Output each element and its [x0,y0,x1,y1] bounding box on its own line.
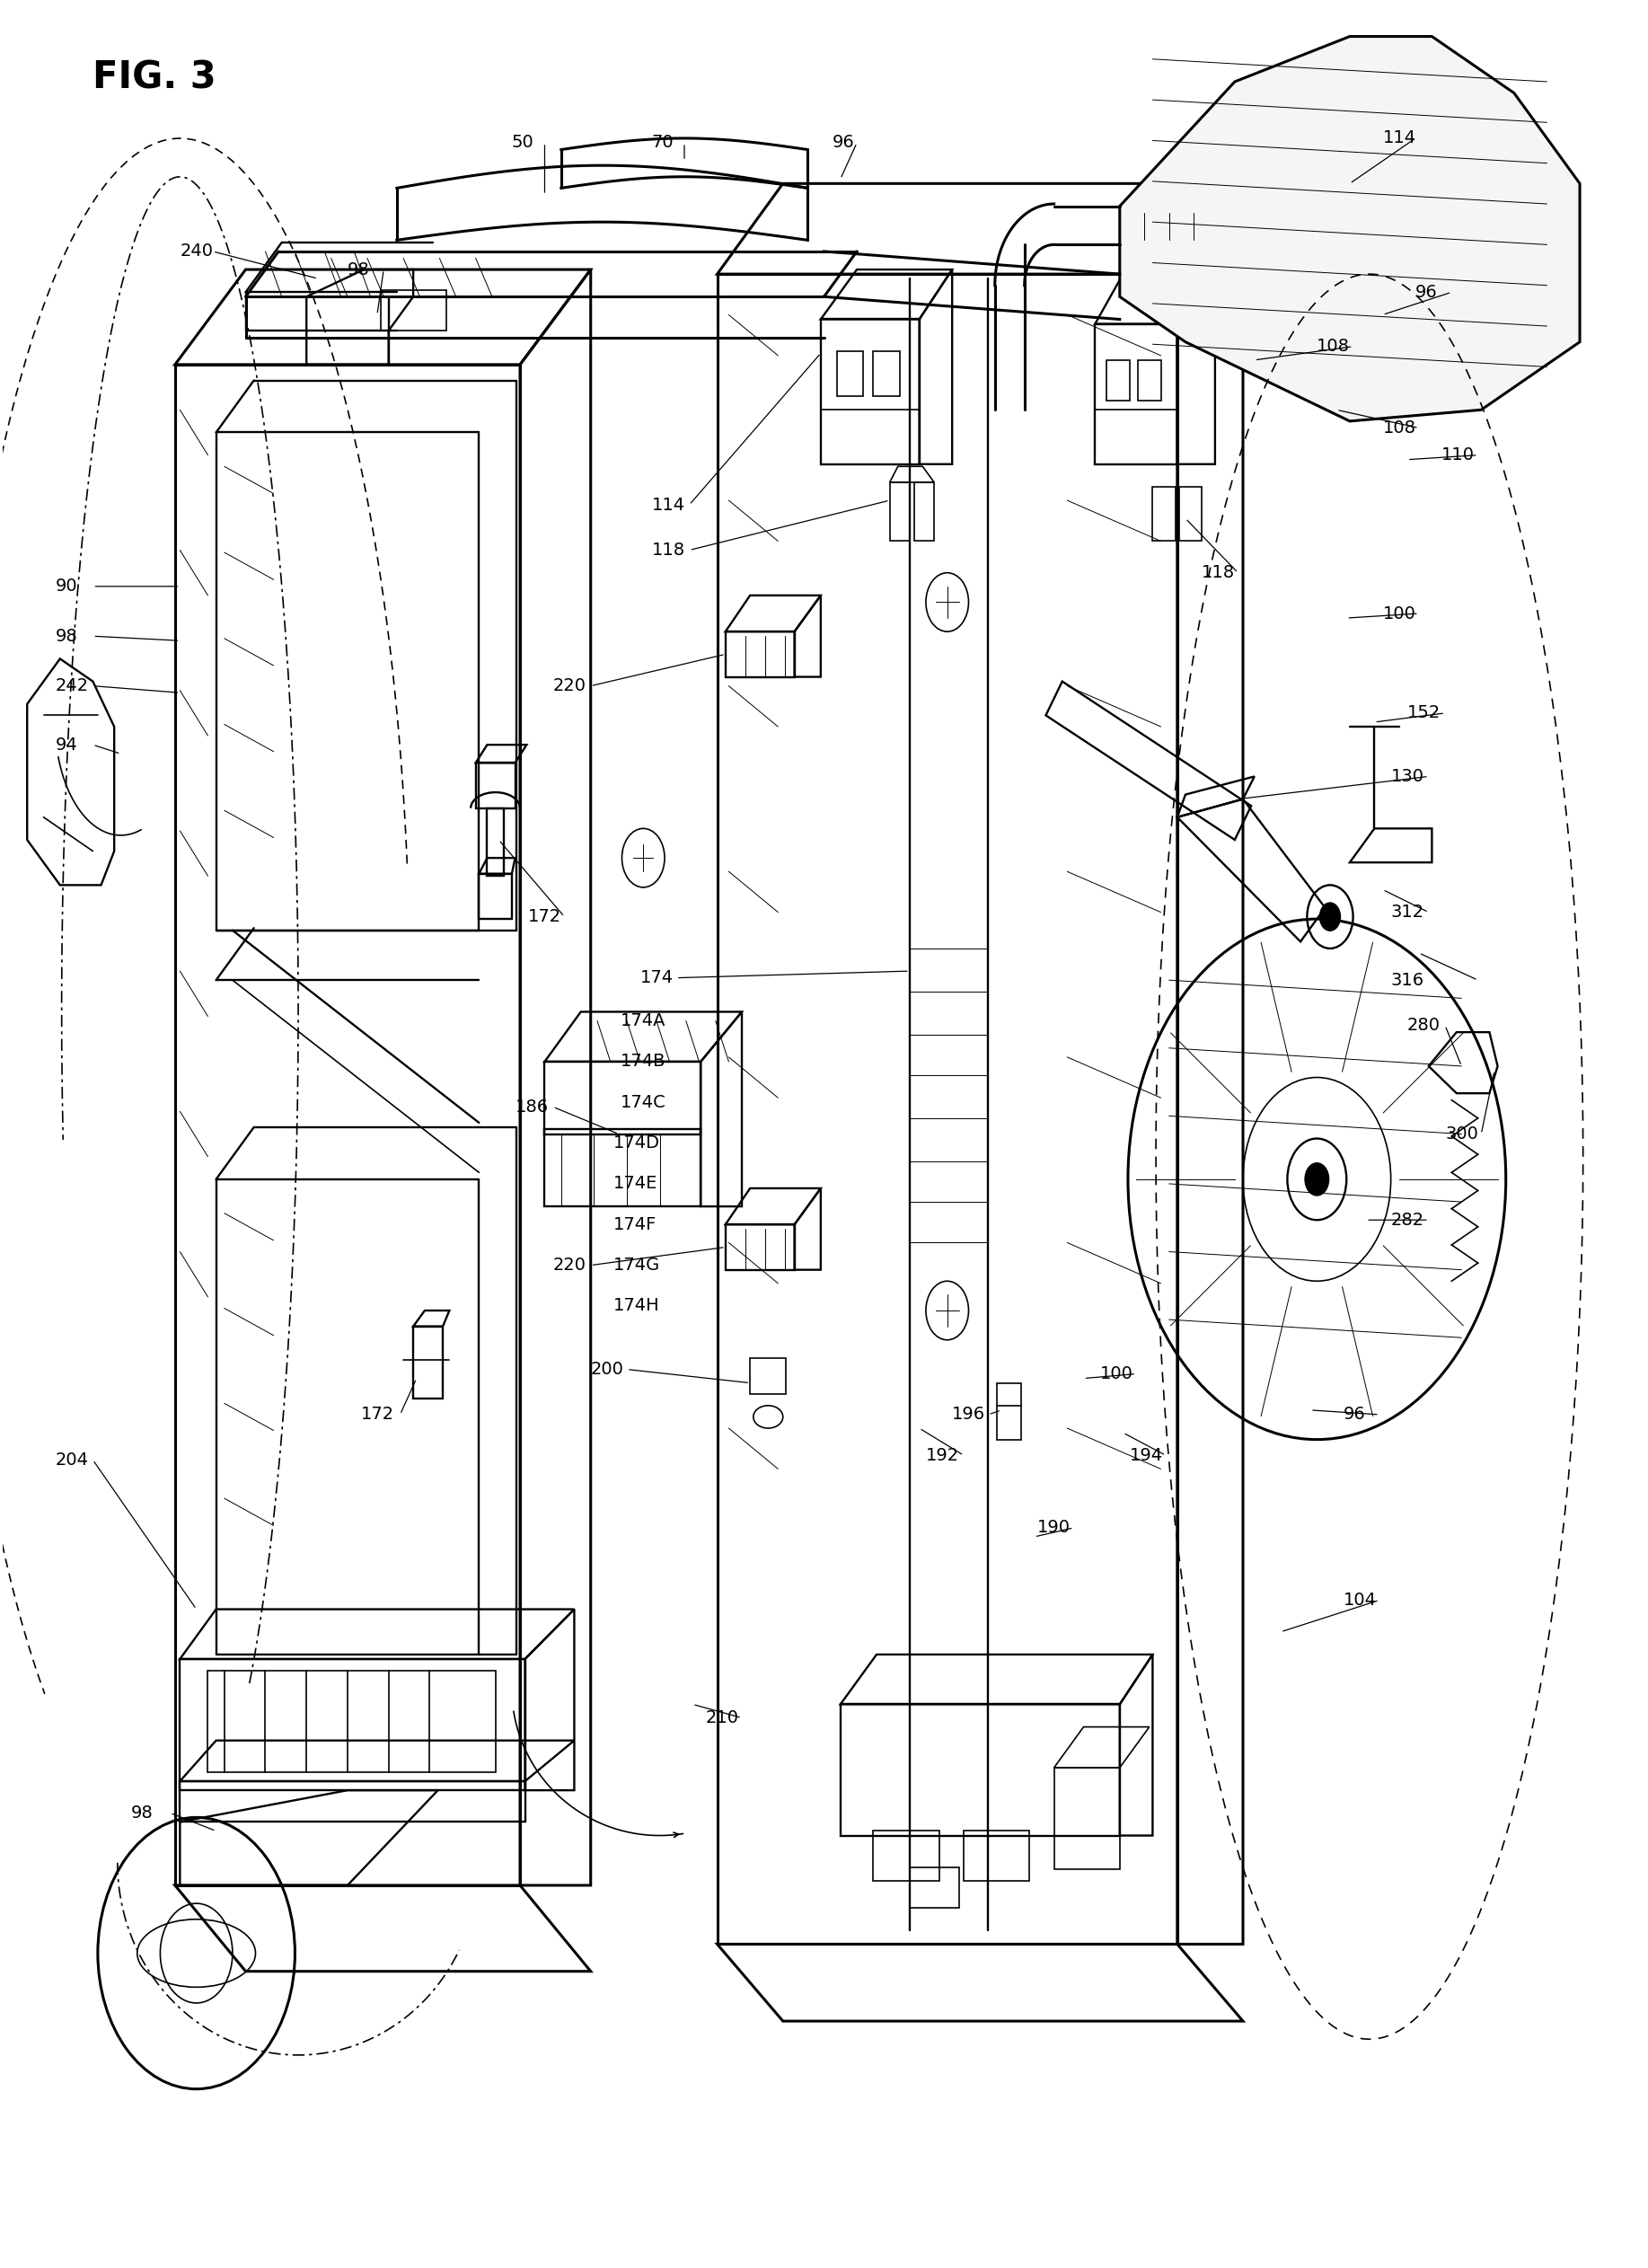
Text: 174F: 174F [613,1216,658,1234]
Bar [890,483,910,542]
Text: 114: 114 [651,497,686,513]
Bar [1137,361,1160,401]
Bar [381,290,447,331]
Text: 200: 200 [590,1361,625,1379]
Text: 130: 130 [1391,769,1424,785]
Bar [873,352,900,397]
Bar [1178,488,1201,542]
Text: 172: 172 [529,907,562,925]
Bar [545,1061,700,1134]
Bar [997,1383,1022,1440]
Bar [821,320,920,465]
Text: 316: 316 [1391,971,1424,989]
Bar [476,762,516,807]
Text: 174C: 174C [620,1093,666,1111]
Text: 110: 110 [1442,447,1475,463]
Text: 282: 282 [1391,1211,1424,1229]
Text: 118: 118 [651,542,686,558]
Bar [480,873,513,919]
Text: 96: 96 [1416,284,1437,302]
Text: 96: 96 [1343,1406,1366,1422]
Bar [180,1658,526,1789]
Text: 94: 94 [54,737,77,753]
Bar [725,1225,794,1270]
Text: FIG. 3: FIG. 3 [92,59,216,98]
Text: 114: 114 [1383,129,1416,147]
Bar [840,1703,1119,1835]
Bar [910,1867,959,1907]
Text: 104: 104 [1343,1592,1376,1608]
Text: 174B: 174B [620,1052,666,1070]
Text: 98: 98 [348,261,369,279]
Text: 204: 204 [54,1452,89,1467]
Text: 174H: 174H [613,1297,661,1315]
Bar [750,1359,786,1395]
Bar [180,1780,526,1821]
Text: 174G: 174G [613,1256,661,1275]
Text: 98: 98 [130,1805,153,1821]
Text: 96: 96 [832,134,854,152]
Text: 194: 194 [1129,1447,1163,1463]
Text: 300: 300 [1445,1125,1478,1143]
Text: 98: 98 [54,628,77,644]
Bar [964,1830,1030,1880]
Bar [1152,488,1175,542]
Text: 70: 70 [651,134,674,152]
Text: 220: 220 [552,1256,587,1275]
Text: 174E: 174E [613,1175,658,1193]
Text: 196: 196 [953,1406,986,1422]
Text: 312: 312 [1391,903,1424,921]
Bar [414,1327,443,1399]
Text: 186: 186 [516,1098,549,1116]
Text: 100: 100 [1383,606,1416,621]
Text: 90: 90 [54,578,77,594]
Text: 172: 172 [361,1406,394,1422]
Text: 190: 190 [1038,1520,1071,1535]
Bar [1096,324,1177,465]
Bar [837,352,864,397]
Text: 210: 210 [705,1710,738,1726]
Polygon shape [1119,36,1580,422]
Circle shape [1320,903,1340,930]
Text: 100: 100 [1099,1365,1134,1383]
Circle shape [1305,1163,1328,1195]
Text: 152: 152 [1407,705,1440,721]
Bar [725,631,794,676]
Bar [488,807,504,875]
Text: 174D: 174D [613,1134,661,1152]
Text: 240: 240 [180,243,213,261]
Bar [915,483,934,542]
Text: 108: 108 [1317,338,1350,356]
Bar [545,1129,700,1207]
Text: 118: 118 [1201,565,1236,581]
Text: 220: 220 [552,678,587,694]
Text: 50: 50 [513,134,534,152]
Bar [873,1830,939,1880]
Text: 192: 192 [926,1447,959,1463]
Text: 242: 242 [54,678,89,694]
Bar [1055,1767,1119,1869]
Text: 174: 174 [639,968,674,987]
Text: 280: 280 [1407,1016,1440,1034]
Bar [208,1669,496,1771]
Bar [1106,361,1129,401]
Text: 174A: 174A [620,1012,666,1030]
Text: 108: 108 [1383,420,1416,435]
